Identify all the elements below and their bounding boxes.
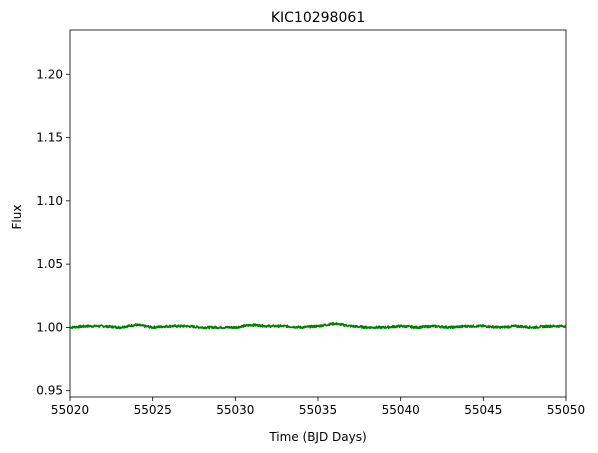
x-tick-label: 55040 [382,403,420,417]
chart-title: KIC10298061 [271,10,365,26]
y-tick-label: 1.05 [36,257,63,271]
x-tick-label: 55045 [464,403,502,417]
y-tick-label: 0.95 [36,384,63,398]
plot-background [70,30,566,397]
y-tick-label: 1.20 [36,67,63,81]
x-tick-label: 55030 [216,403,254,417]
x-axis-label: Time (BJD Days) [268,430,366,444]
y-tick-label: 1.15 [36,131,63,145]
y-tick-label: 1.10 [36,194,63,208]
y-axis-label: Flux [10,205,24,230]
y-tick-label: 1.00 [36,320,63,334]
x-tick-label: 55020 [51,403,89,417]
x-tick-label: 55025 [134,403,172,417]
x-tick-label: 55035 [299,403,337,417]
y-axis: 0.95 1.00 1.05 1.10 1.15 1.20 [36,67,70,397]
plot-area [70,30,566,397]
x-axis: 55020 55025 55030 55035 55040 55045 55050 [51,397,585,417]
x-tick-label: 55050 [547,403,585,417]
